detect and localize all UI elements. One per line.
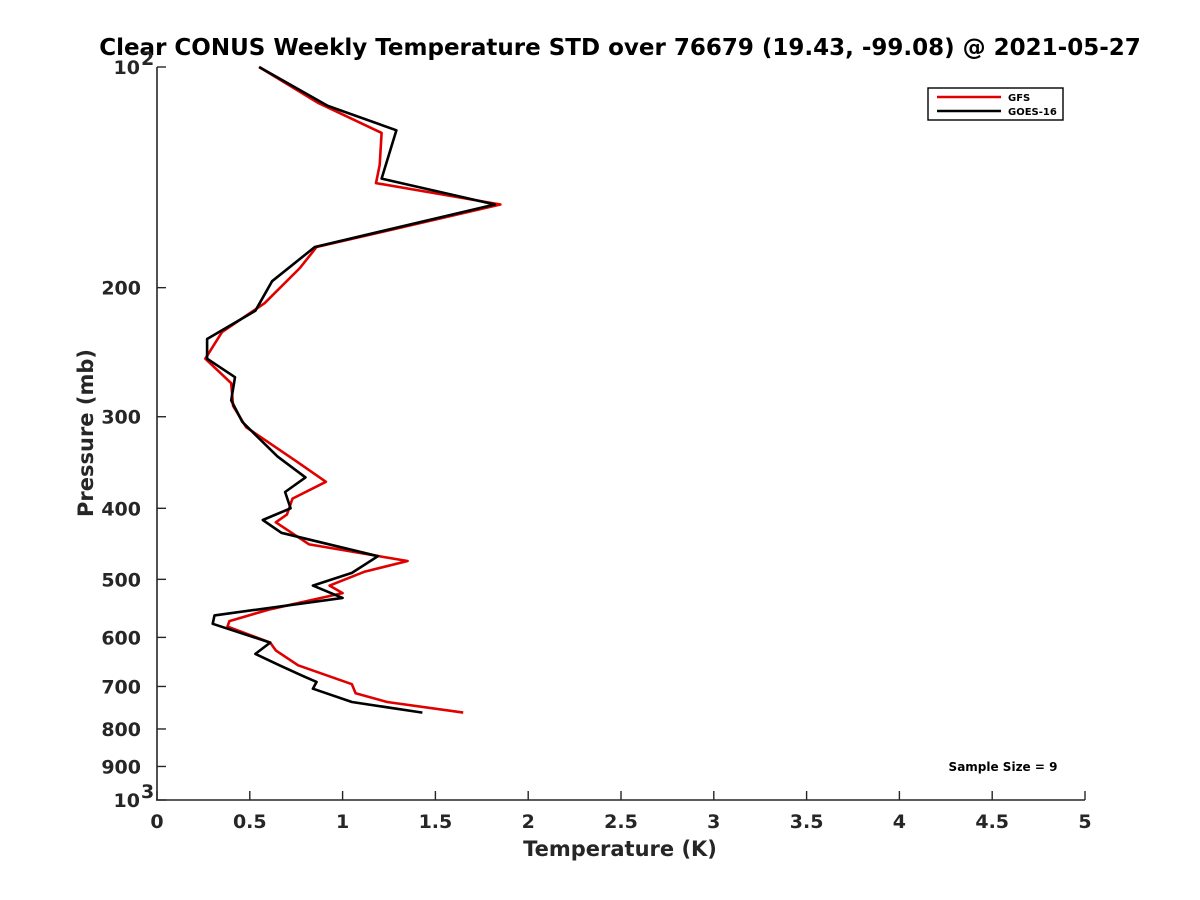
series-layer [204,65,502,714]
y-tick-label: 400 [101,498,141,520]
x-tick-label: 2 [522,811,535,833]
sample-size-annotation: Sample Size = 9 [949,760,1058,774]
y-tick-label: 900 [101,756,141,778]
y-tick-label: 800 [101,719,141,741]
y-tick-label: 500 [101,569,141,591]
series-line-gfs [204,65,502,714]
x-axis-title: Temperature (K) [523,837,717,861]
x-tick-label: 3 [707,811,720,833]
axes: 0 0.5 1 1.5 2 2.5 3 3.5 4 4.5 510 22003004005006007… [101,48,1091,833]
x-tick-label: 5 [1078,811,1091,833]
x-tick-label: 3.5 [790,811,824,833]
legend-label: GOES-16 [1008,107,1057,118]
x-tick-label: 1.5 [419,811,453,833]
chart-title: Clear CONUS Weekly Temperature STD over … [99,35,1141,61]
series-line-goes-16 [205,65,497,714]
x-tick-label: 1 [336,811,349,833]
y-tick-label: 300 [101,407,141,429]
y-tick-label-exponent: 3 [141,781,154,803]
x-tick-label: 0 [150,811,163,833]
x-tick-label: 4.5 [975,811,1009,833]
x-tick-label: 0.5 [233,811,267,833]
x-tick-label: 2.5 [604,811,638,833]
legend-label: GFS [1008,93,1030,104]
legend: GFS GOES-16 [927,87,1064,121]
y-axis-title: Pressure (mb) [74,349,98,517]
y-tick-label: 700 [101,676,141,698]
y-tick-label: 200 [101,278,141,300]
y-tick-label: 10 [114,57,140,79]
y-tick-label: 10 [114,790,140,812]
x-tick-label: 4 [893,811,906,833]
legend-box [927,87,1064,121]
y-tick-label-exponent: 2 [141,48,154,70]
y-tick-label: 600 [101,627,141,649]
